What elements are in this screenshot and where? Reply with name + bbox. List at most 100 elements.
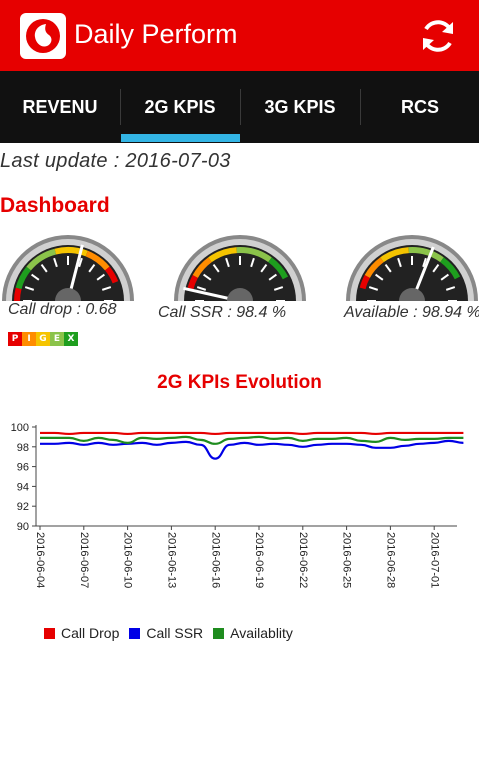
tab-divider — [120, 89, 121, 125]
gauge-tick — [40, 264, 48, 273]
legend-item: Call Drop — [44, 625, 119, 641]
gauge-tick — [445, 286, 456, 291]
gauge-tick — [440, 273, 449, 281]
availability-gauge — [346, 235, 478, 302]
call-ssr-label: Call SSR : 98.4 % — [158, 304, 287, 321]
tab-3g-kpis[interactable]: 3G KPIS — [240, 71, 360, 143]
gauge-band — [15, 266, 32, 290]
gauge-tick — [268, 273, 277, 281]
y-tick-label: 90 — [17, 521, 29, 533]
legend-item: Call SSR — [129, 625, 203, 641]
gauge-band — [408, 247, 444, 263]
tab-divider — [240, 89, 241, 125]
tab-revenu[interactable]: REVENU — [0, 71, 120, 143]
tab-divider — [360, 89, 361, 125]
x-tick-label: 2016-06-07 — [78, 532, 90, 588]
gauge-band — [104, 266, 119, 284]
gauge-band — [236, 247, 272, 263]
legend-item: Availablity — [213, 625, 293, 641]
tab-label: 3G KPIS — [264, 96, 336, 117]
gauge-tick — [31, 273, 40, 281]
gauge-tick — [212, 264, 220, 273]
series-line-availablity — [40, 435, 464, 445]
pigex-legend: P I G E X — [8, 332, 78, 346]
availability-label: Available : 98.94 % — [344, 304, 479, 321]
vodafone-logo — [20, 13, 66, 59]
gauge-tick — [88, 264, 96, 273]
y-tick-label: 94 — [17, 481, 29, 493]
chart-legend: Call Drop Call SSR Availablity — [44, 625, 303, 641]
gauge-hub — [399, 288, 425, 301]
active-tab-indicator — [121, 134, 240, 142]
x-tick-label: 2016-06-19 — [253, 532, 265, 588]
dashboard-title: Dashboard — [0, 194, 110, 217]
y-tick-label: 98 — [17, 442, 29, 454]
x-tick-label: 2016-06-10 — [122, 532, 134, 588]
gauge-band — [54, 247, 88, 257]
legend-label: Call SSR — [146, 625, 204, 641]
gauge-tick — [273, 286, 284, 291]
call-drop-gauge — [2, 235, 134, 302]
y-tick-label: 100 — [11, 422, 29, 434]
pigex-g: G — [36, 332, 50, 346]
gauge-tick — [260, 264, 268, 273]
app-bar: Daily Perform — [0, 0, 479, 71]
tab-label: REVENU — [22, 96, 98, 117]
gauge-tick — [384, 264, 392, 273]
gauge-tick — [368, 286, 379, 291]
y-tick-label: 92 — [17, 501, 29, 513]
gauge-tick — [397, 257, 402, 268]
call-drop-label: Call drop : 0.68 — [8, 301, 117, 318]
x-tick-label: 2016-06-04 — [34, 532, 46, 588]
series-line-call-drop — [40, 431, 464, 436]
gauge-tick — [96, 273, 105, 281]
gauge-band — [192, 257, 212, 278]
pigex-x: X — [64, 332, 78, 346]
gauge-band — [187, 274, 198, 290]
x-tick-label: 2016-06-16 — [209, 532, 221, 588]
tab-label: 2G KPIS — [144, 96, 216, 117]
refresh-icon[interactable] — [418, 16, 458, 56]
pigex-i: I — [22, 332, 36, 346]
gauge-band — [268, 257, 289, 280]
gauge-tick — [375, 273, 384, 281]
tab-label: RCS — [400, 96, 439, 117]
legend-swatch-call-ssr — [129, 627, 141, 639]
app-title: Daily Perform — [74, 19, 238, 49]
legend-swatch-availablity — [213, 627, 225, 639]
x-tick-label: 2016-06-25 — [341, 532, 353, 588]
tab-2g-kpis[interactable]: 2G KPIS — [120, 71, 240, 143]
gauge-band — [359, 274, 370, 290]
gauge-band — [380, 247, 410, 263]
call-ssr-gauge — [174, 235, 306, 303]
gauge-band — [85, 250, 110, 271]
gauge-band — [440, 257, 461, 280]
gauge-band — [364, 257, 384, 278]
tab-bar: REVENU 2G KPIS 3G KPIS RCS — [0, 71, 479, 143]
gauge-tick — [203, 273, 212, 281]
gauge-tick — [196, 286, 207, 291]
x-tick-label: 2016-06-28 — [384, 532, 396, 588]
tab-rcs[interactable]: RCS — [360, 71, 479, 143]
gauge-hub — [55, 288, 81, 301]
gauge-hub — [227, 288, 253, 301]
series-line-call-ssr — [40, 439, 464, 460]
gauge-tick — [225, 257, 230, 268]
legend-label: Availablity — [230, 625, 293, 641]
legend-label: Call Drop — [61, 625, 120, 641]
x-tick-label: 2016-06-22 — [297, 532, 309, 588]
x-tick-label: 2016-06-13 — [165, 532, 177, 588]
gauge-band — [14, 287, 22, 302]
gauge-tick — [422, 257, 427, 268]
gauge-tick — [53, 257, 58, 268]
gauge-tick — [101, 286, 112, 291]
gauge-tick — [78, 257, 83, 268]
pigex-p: P — [8, 332, 22, 346]
last-update: Last update : 2016-07-03 — [0, 150, 231, 172]
kpi-evolution-chart: 90 92 94 96 98 100 2016-06-04 2016-06-07 2016-06… — [11, 422, 464, 588]
gauge-tick — [432, 264, 440, 273]
x-tick-label: 2016-07-01 — [428, 532, 440, 588]
gauge-band — [26, 248, 57, 271]
legend-swatch-call-drop — [44, 627, 55, 639]
chart-title: 2G KPIs Evolution — [157, 372, 322, 393]
